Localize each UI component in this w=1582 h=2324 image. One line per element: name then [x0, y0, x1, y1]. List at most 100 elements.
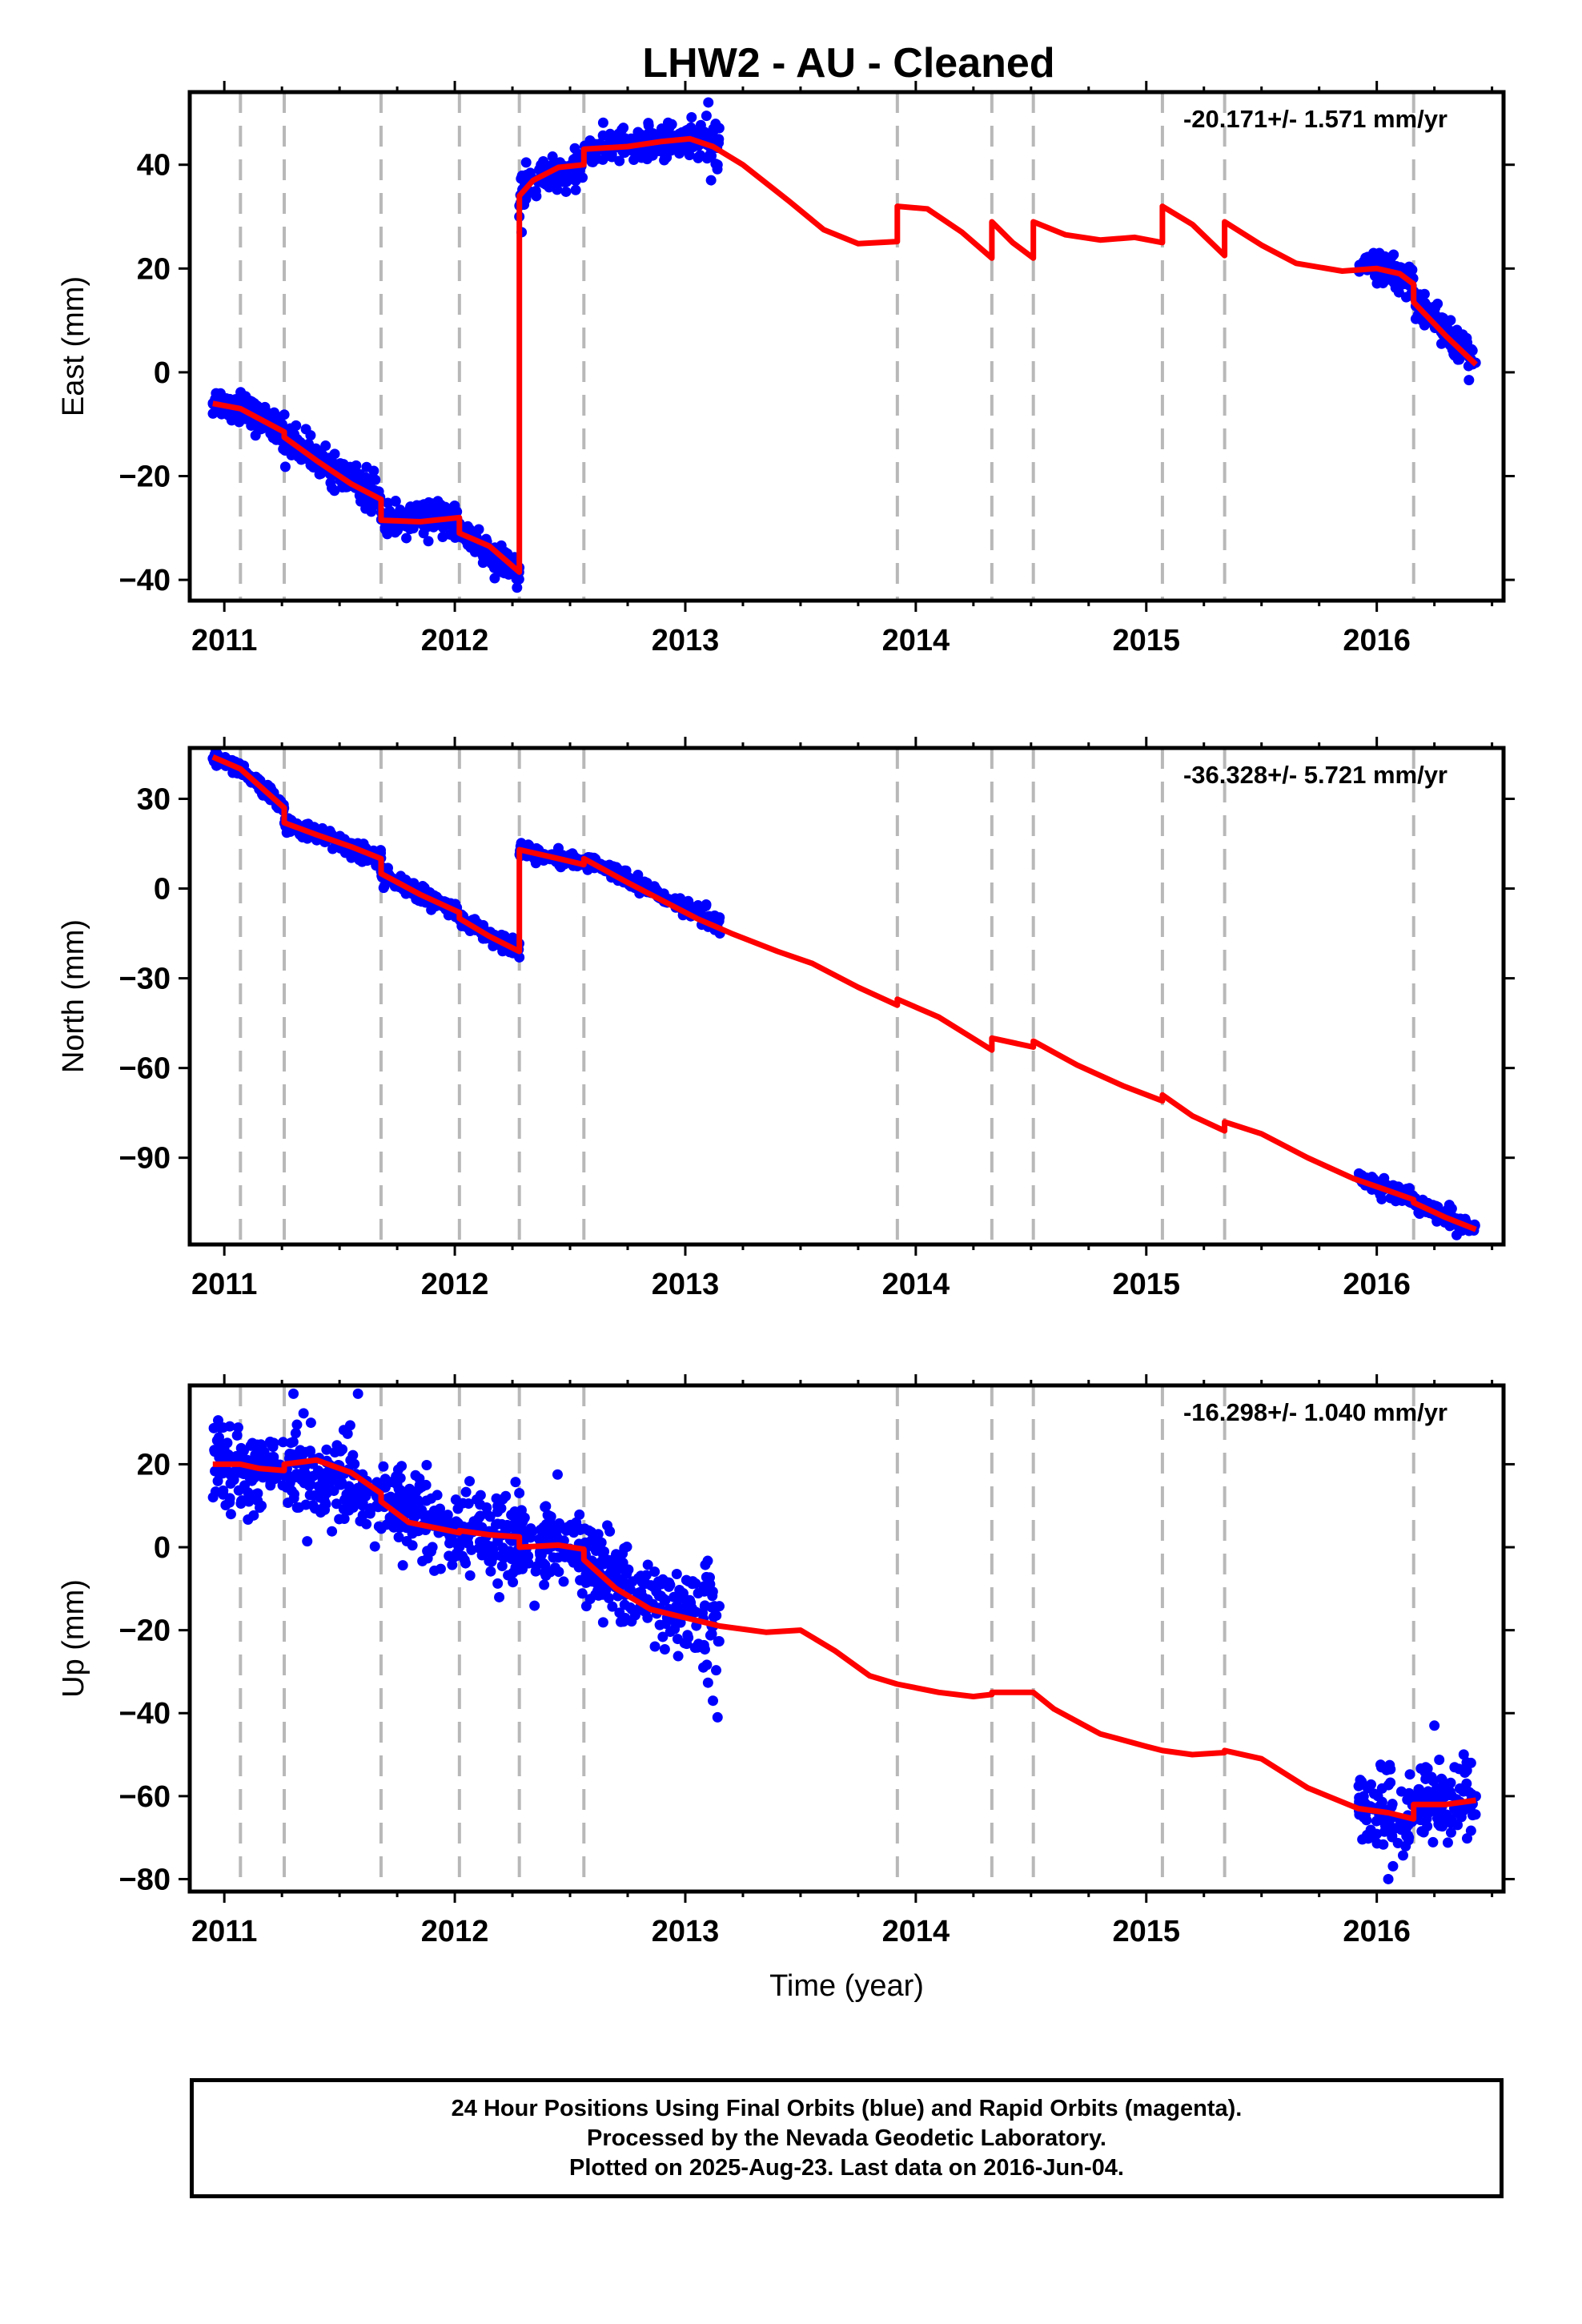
data-point — [327, 1526, 338, 1537]
data-point — [574, 1509, 585, 1520]
data-point — [713, 1635, 725, 1647]
data-point — [225, 1509, 236, 1520]
data-point — [1368, 1788, 1379, 1799]
data-point — [1397, 1850, 1408, 1861]
data-point — [333, 1477, 344, 1488]
data-point — [457, 1498, 468, 1509]
data-point — [1429, 1792, 1440, 1803]
data-point — [489, 573, 500, 584]
data-point — [699, 1600, 710, 1611]
x-tick-label: 2011 — [191, 624, 257, 657]
data-point — [1464, 375, 1475, 386]
data-point — [1385, 1763, 1396, 1775]
data-point — [414, 1483, 425, 1494]
data-point — [452, 506, 463, 517]
data-point — [352, 472, 363, 484]
data-point — [473, 524, 484, 535]
data-point — [319, 1494, 330, 1505]
data-point — [685, 122, 697, 133]
x-tick-label: 2012 — [421, 624, 489, 657]
data-point — [212, 1475, 223, 1486]
data-point — [1408, 1791, 1419, 1802]
data-point — [524, 167, 536, 179]
data-point — [705, 175, 717, 186]
data-point — [687, 1576, 698, 1587]
x-tick-label: 2016 — [1343, 1268, 1411, 1301]
data-point — [700, 1559, 711, 1570]
data-point — [484, 1511, 496, 1522]
x-tick-label: 2014 — [882, 624, 950, 657]
data-point — [540, 1502, 551, 1513]
data-point — [656, 1578, 667, 1590]
data-point — [460, 1486, 472, 1498]
data-point — [531, 191, 542, 202]
data-point — [304, 1478, 315, 1489]
data-point — [699, 1586, 710, 1597]
data-point — [288, 1493, 299, 1504]
data-point — [649, 1566, 661, 1578]
data-point — [500, 1490, 512, 1502]
data-point — [613, 132, 624, 143]
data-point — [549, 1562, 560, 1574]
data-point — [256, 1453, 267, 1464]
data-point — [447, 1559, 458, 1570]
data-point — [1365, 1779, 1376, 1790]
data-point — [302, 1536, 313, 1547]
data-point — [547, 151, 558, 163]
data-point — [356, 1492, 367, 1503]
data-point — [1407, 264, 1418, 275]
data-point — [235, 1442, 247, 1454]
data-point — [542, 1510, 553, 1521]
data-point — [1432, 298, 1443, 309]
data-point — [514, 1487, 525, 1498]
data-point — [1457, 336, 1468, 348]
data-point — [334, 1514, 345, 1525]
data-point — [492, 1578, 504, 1589]
data-point — [708, 123, 719, 135]
plot-frame — [187, 1383, 1506, 1894]
data-point — [210, 1486, 221, 1498]
x-tick-label: 2015 — [1112, 1915, 1180, 1948]
data-point — [503, 569, 514, 580]
data-point — [1423, 1807, 1435, 1818]
data-point — [592, 1585, 604, 1596]
y-tick-label: −30 — [119, 963, 171, 996]
y-tick-label: −80 — [119, 1863, 171, 1896]
data-point — [562, 1522, 573, 1533]
data-point — [496, 1560, 508, 1571]
data-point — [1387, 1860, 1399, 1872]
data-point — [642, 1612, 653, 1623]
data-point — [549, 1523, 560, 1534]
data-point — [607, 1601, 618, 1612]
data-point — [1429, 1720, 1440, 1731]
data-point — [701, 1571, 712, 1582]
data-point — [1431, 1783, 1442, 1794]
y-tick-label: −60 — [119, 1052, 171, 1086]
data-point — [1369, 270, 1380, 281]
data-point — [664, 122, 675, 133]
data-point — [224, 1497, 235, 1508]
data-point — [1420, 1762, 1431, 1773]
data-point — [618, 1616, 629, 1627]
data-point — [604, 1526, 616, 1537]
data-point — [701, 111, 712, 122]
caption-line-dates: Plotted on 2025-Aug-23. Last data on 201… — [569, 2154, 1124, 2181]
data-point — [627, 1576, 638, 1587]
data-point — [560, 186, 572, 197]
data-point — [620, 865, 632, 876]
data-point — [481, 1502, 492, 1513]
data-point — [649, 1641, 661, 1652]
data-point — [396, 870, 407, 882]
y-tick-label: −40 — [119, 564, 171, 597]
data-point — [279, 409, 290, 420]
panel-up: 2011 2012 2013 2014 2015 2016 20 0 −20 −40 −60 −80 U… — [57, 1374, 1515, 2003]
data-point — [404, 1483, 416, 1494]
model-fit-line — [211, 754, 1477, 1232]
y-tick-label: −20 — [119, 460, 171, 493]
data-point — [391, 1471, 402, 1482]
data-point — [341, 1495, 352, 1506]
data-point — [375, 1523, 387, 1534]
data-point — [604, 128, 616, 139]
x-tick-label: 2011 — [191, 1268, 257, 1301]
data-point — [421, 1495, 432, 1506]
